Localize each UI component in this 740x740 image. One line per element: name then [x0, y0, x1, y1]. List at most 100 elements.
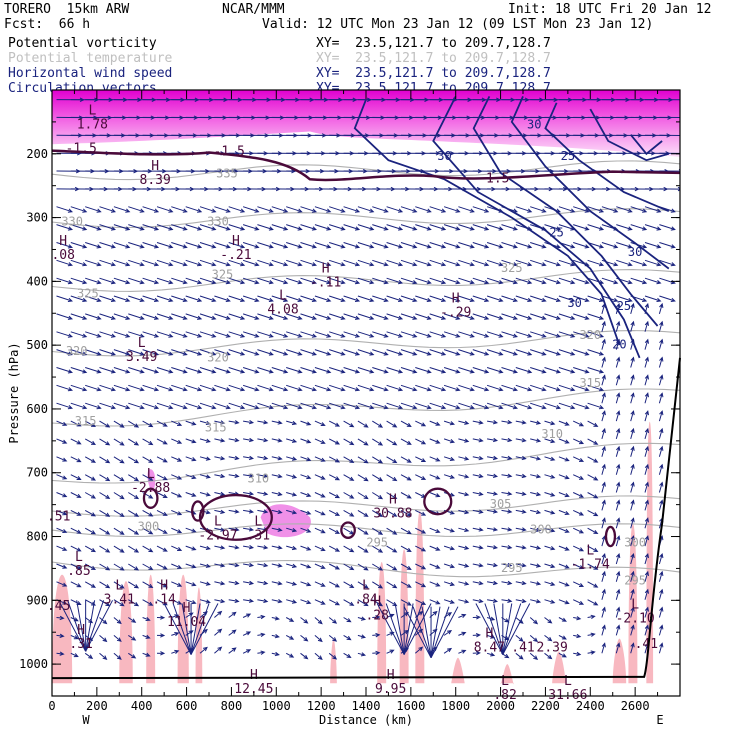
circulation-vector [573, 616, 582, 621]
circulation-vector [271, 545, 283, 550]
circulation-vector [128, 563, 140, 571]
circulation-vector [84, 599, 97, 606]
circulation-vector [659, 134, 680, 136]
circulation-vector [372, 259, 389, 267]
circulation-vector [630, 463, 635, 475]
circulation-vector [430, 606, 441, 658]
pv-extremum-marker: L [631, 598, 639, 613]
circulation-vector [185, 456, 197, 462]
circulation-vector [357, 474, 369, 482]
circulation-vector [99, 331, 116, 338]
circulation-vector [587, 349, 605, 356]
circulation-vector [156, 331, 174, 338]
circulation-vector [142, 384, 160, 392]
circulation-vector [458, 527, 470, 532]
circulation-vector [142, 259, 160, 267]
circulation-vector [587, 420, 599, 427]
circulation-vector [502, 603, 522, 655]
circulation-vector [443, 456, 455, 461]
circulation-vector [587, 242, 605, 249]
circulation-vector [587, 295, 605, 302]
circulation-vector [314, 652, 323, 661]
circulation-vector [128, 527, 140, 535]
circulation-vector [501, 259, 518, 267]
circulation-vector [228, 598, 240, 603]
circulation-vector [199, 242, 217, 249]
circulation-vector [113, 527, 125, 535]
circulation-vector [99, 652, 108, 660]
pv-extremum-marker: L [362, 579, 370, 594]
pv-contour-lowlevel [142, 487, 159, 509]
circulation-vector [343, 545, 355, 553]
circulation-vector [113, 367, 131, 374]
circulation-vector [113, 563, 125, 571]
circulation-vector [415, 242, 432, 249]
organization-label: NCAR/MMM [222, 2, 285, 17]
circulation-vector [443, 242, 461, 249]
circulation-vector [56, 367, 73, 374]
circulation-vector [257, 242, 274, 249]
circulation-vector [415, 402, 432, 410]
circulation-vector [630, 553, 635, 565]
circulation-vector [644, 320, 649, 332]
circulation-vector [458, 206, 475, 213]
circulation-vector [329, 331, 346, 338]
isotach-label: 30 [527, 117, 541, 131]
circulation-vector [573, 384, 590, 392]
isotach [432, 95, 641, 359]
circulation-vector [329, 402, 346, 410]
circulation-vector [558, 474, 570, 480]
circulation-vector [357, 277, 375, 285]
circulation-vector [171, 527, 183, 534]
circulation-vector [185, 545, 197, 551]
circulation-vector [329, 259, 346, 267]
circulation-vector [386, 242, 404, 249]
circulation-vector [314, 635, 323, 643]
circulation-vector [242, 402, 260, 410]
circulation-vector [443, 402, 461, 410]
circulation-vector [56, 206, 73, 213]
pv-extremum-value: 11.04 [167, 615, 206, 630]
circulation-vector [572, 492, 585, 498]
circulation-vector [314, 259, 332, 267]
circulation-vector [357, 581, 369, 589]
circulation-vector [85, 349, 102, 356]
circulation-vector [214, 313, 231, 320]
circulation-vector [214, 527, 226, 532]
circulation-vector [400, 313, 418, 320]
circulation-vector [99, 420, 111, 428]
circulation-vector [472, 438, 484, 443]
field-label-wind: Horizontal wind speed [8, 66, 173, 81]
circulation-vector [429, 384, 447, 392]
circulation-vector [113, 259, 131, 267]
pv-extremum-value: -1.5 [478, 171, 509, 186]
circulation-vector [515, 384, 533, 392]
circulation-vector [343, 456, 355, 463]
y-tick-label: 900 [26, 593, 48, 607]
x-tick-label: 1400 [352, 699, 381, 713]
circulation-vector [487, 545, 499, 550]
circulation-vector [242, 384, 260, 392]
circulation-vector [286, 456, 298, 461]
circulation-vector [328, 527, 341, 534]
circulation-vector [501, 544, 513, 550]
circulation-vector [214, 331, 231, 338]
circulation-vector [430, 606, 450, 658]
circulation-vector [343, 527, 355, 535]
circulation-vector [372, 420, 384, 428]
circulation-vector [199, 599, 211, 604]
circulation-vector [99, 349, 116, 356]
circulation-vector [171, 599, 183, 605]
circulation-vector [530, 242, 547, 249]
circulation-vector [458, 295, 475, 302]
circulation-vector [142, 206, 160, 213]
circulation-vector [257, 313, 274, 320]
circulation-vector [70, 384, 88, 392]
isotach [353, 99, 621, 346]
circulation-vector [242, 367, 260, 374]
circulation-vector [429, 402, 447, 410]
isotach-label: 30 [437, 149, 451, 163]
pv-extremum-value: 3.41 [104, 593, 135, 608]
circulation-vector [156, 456, 168, 463]
